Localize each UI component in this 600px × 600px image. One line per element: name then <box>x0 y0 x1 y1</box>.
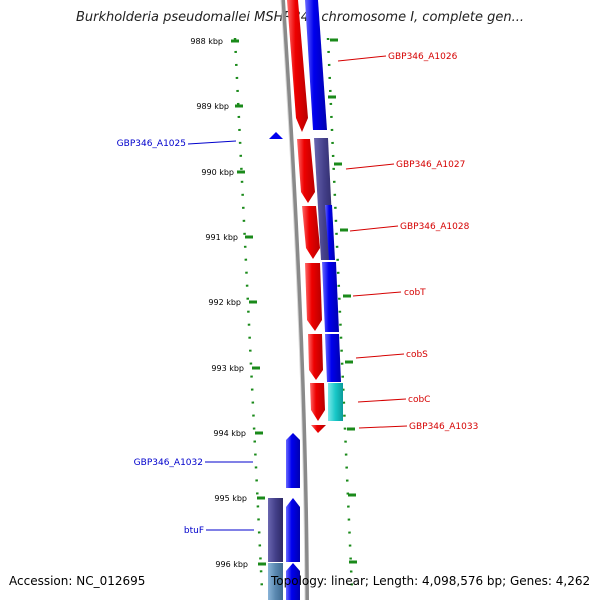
major-ticks <box>231 38 357 566</box>
leader-line <box>358 425 408 429</box>
tick-label: 995 kbp <box>214 494 247 503</box>
tick-label: 989 kbp <box>196 102 229 111</box>
gene-dark-block[interactable] <box>268 498 283 562</box>
gene-GBP346_A1028[interactable] <box>302 206 320 259</box>
gene-label: btuF <box>184 526 204 536</box>
tick-label: 996 kbp <box>215 560 248 569</box>
topology-text: Topology: linear; Length: 4,098,576 bp; … <box>271 574 591 588</box>
tick-label: 993 kbp <box>211 364 244 373</box>
gene-label: GBP346_A1025 <box>117 139 186 149</box>
leader-line <box>187 140 237 145</box>
gene-label: GBP346_A1032 <box>134 458 203 468</box>
gene-label: GBP346_A1027 <box>396 160 465 170</box>
tick-label: 992 kbp <box>208 298 241 307</box>
gene-cobS[interactable] <box>308 334 323 380</box>
gene-GBP346_A1033[interactable] <box>311 425 326 433</box>
gene-GBP346_A1028-side[interactable] <box>325 205 335 260</box>
gene-cobT[interactable] <box>305 263 322 331</box>
gene-label: cobS <box>406 350 428 360</box>
gene-GBP346_A1026[interactable] <box>287 0 308 132</box>
right-ruler-ticks <box>326 37 354 591</box>
gene-cobC[interactable] <box>310 383 325 421</box>
gene-btuF[interactable] <box>286 498 300 562</box>
gene-label: GBP346_A1026 <box>388 52 458 62</box>
map-title: Burkholderia pseudomallei MSHR346 chromo… <box>75 10 525 25</box>
leader-line <box>357 398 407 403</box>
gene-GBP346_A1026-rev[interactable] <box>305 0 327 130</box>
gene-cobC-cyan[interactable] <box>328 383 343 421</box>
gene-steel-block[interactable] <box>268 563 283 600</box>
tick-label: 994 kbp <box>213 429 246 438</box>
gene-GBP346_A1032[interactable] <box>286 433 300 488</box>
leader-line <box>349 225 399 232</box>
tick-label: 990 kbp <box>201 168 234 177</box>
gene-GBP346_A1025[interactable] <box>269 132 283 139</box>
gene-cobT-rev[interactable] <box>322 262 339 332</box>
tick-label: 988 kbp <box>190 37 223 46</box>
left-ruler-ticks <box>233 37 264 591</box>
gene-label: cobT <box>404 288 426 298</box>
gene-label: GBP346_A1033 <box>409 422 478 432</box>
backbone-highlight <box>280 0 306 600</box>
leader-line <box>352 291 402 297</box>
leader-line <box>337 55 387 62</box>
leader-line <box>345 163 395 170</box>
gene-label: cobC <box>408 395 430 405</box>
tick-label: 991 kbp <box>205 233 238 242</box>
gene-GBP346_A1027[interactable] <box>297 139 315 203</box>
gene-btuF-lower[interactable] <box>286 563 300 600</box>
leader-line <box>355 353 405 359</box>
gene-label: GBP346_A1028 <box>400 222 470 232</box>
accession-text: Accession: NC_012695 <box>9 574 146 588</box>
backbone <box>281 0 309 600</box>
gene-cobS-rev[interactable] <box>325 334 341 382</box>
